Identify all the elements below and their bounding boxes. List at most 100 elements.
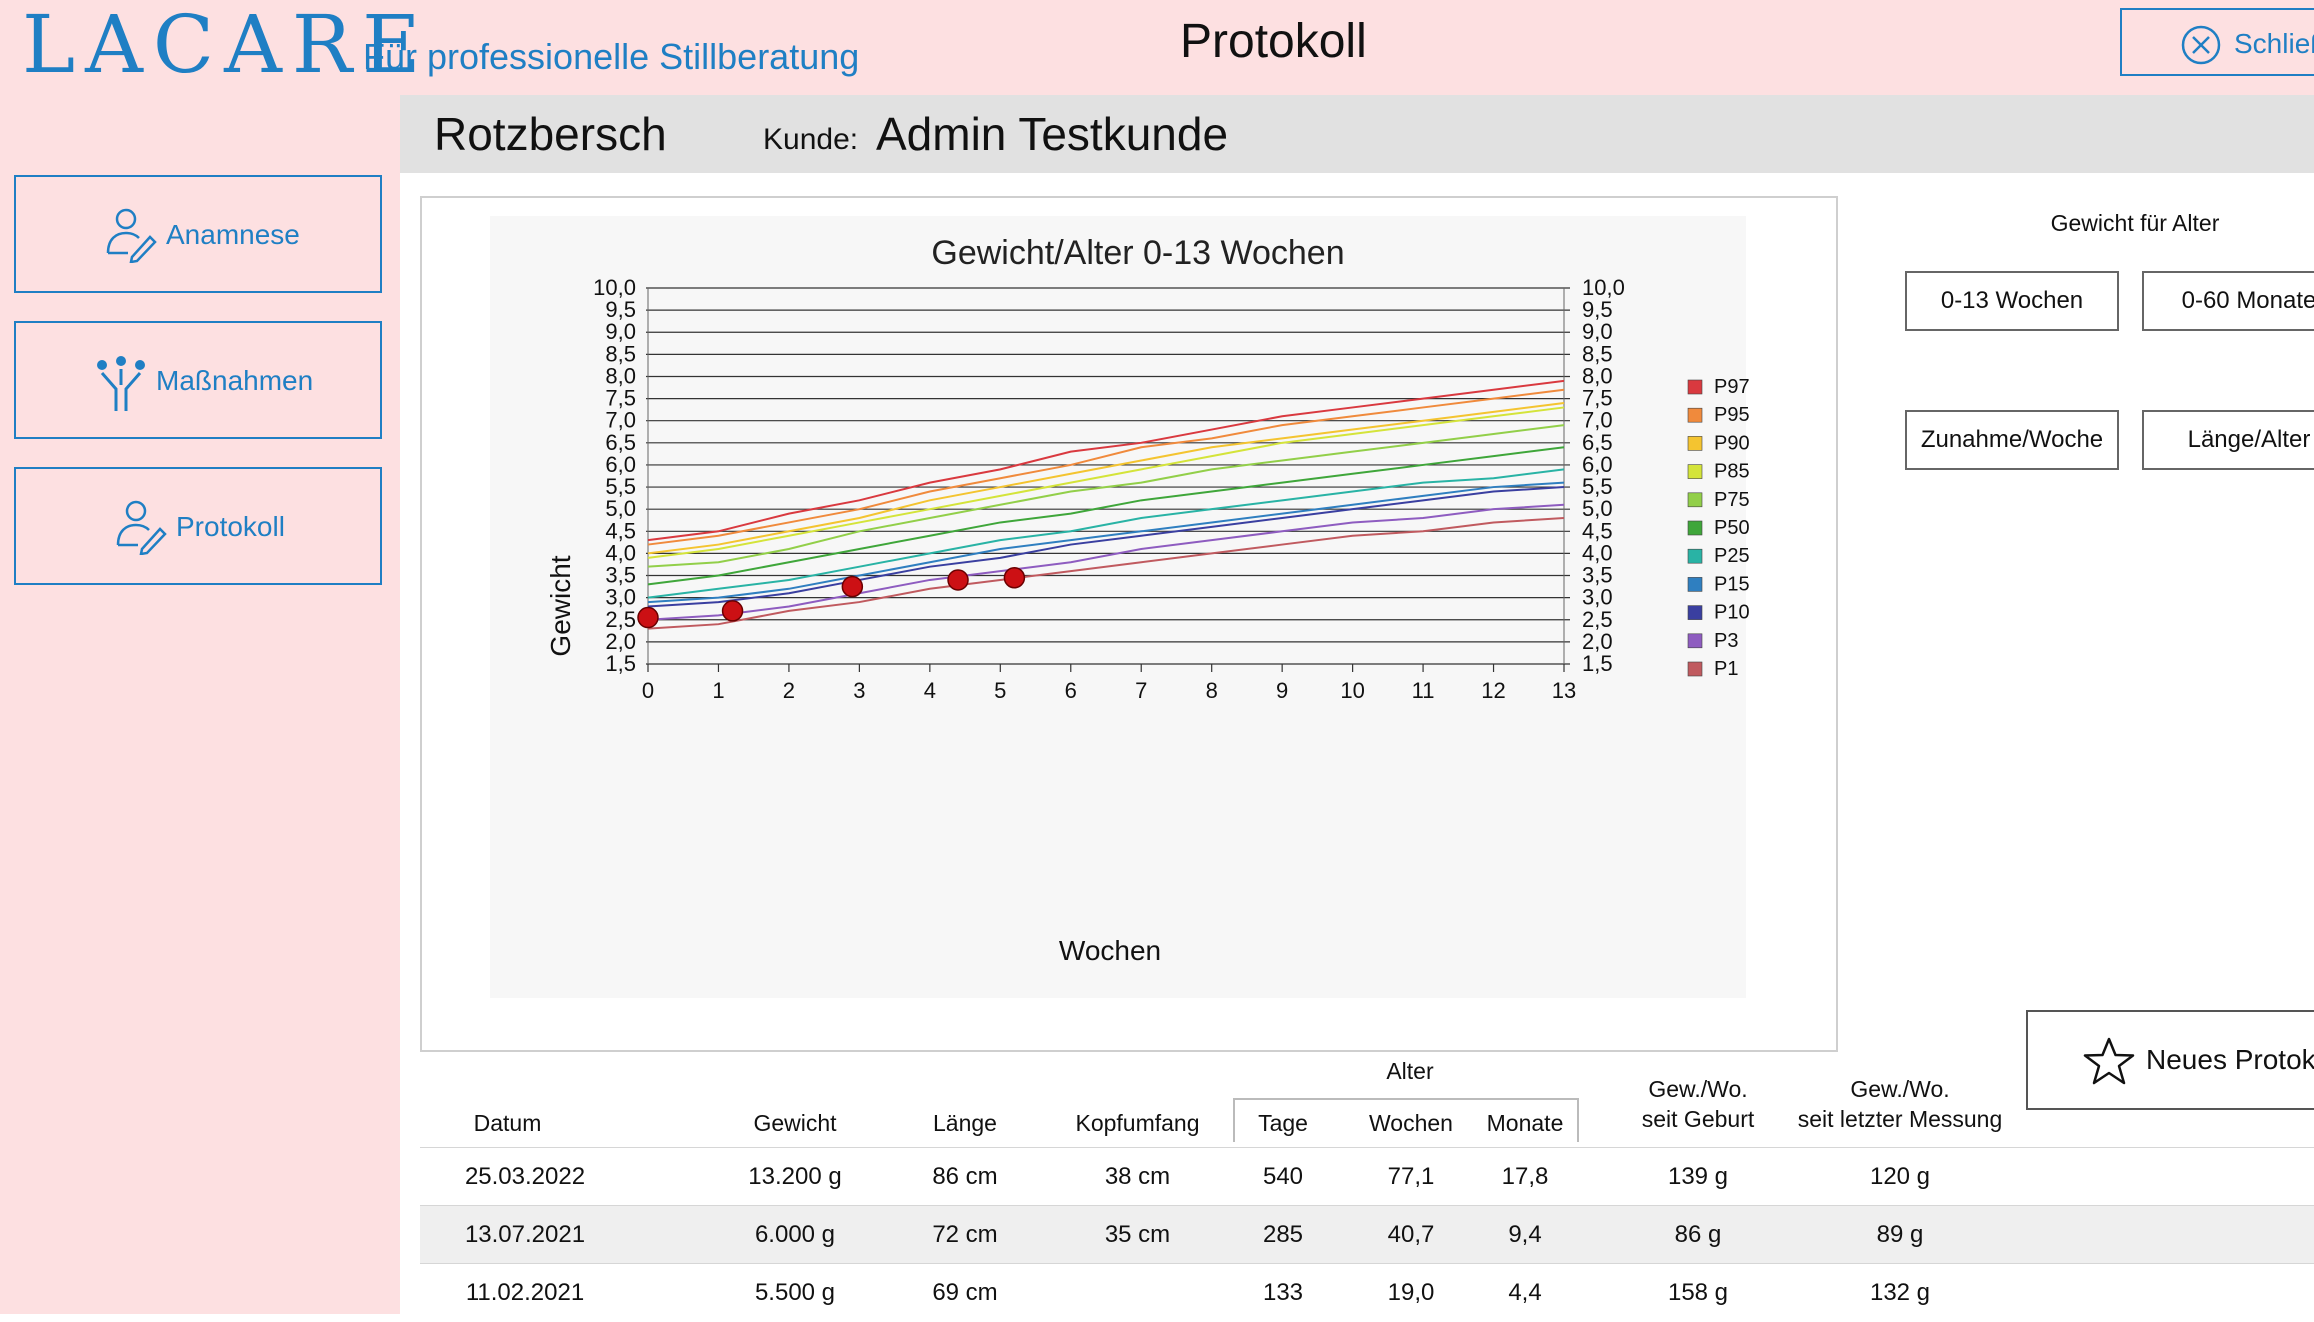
y-tick-label-right: 5,0 (1582, 496, 1613, 521)
y-tick-label-right: 2,5 (1582, 607, 1613, 632)
y-tick-label-right: 1,5 (1582, 651, 1613, 676)
sidebar-item-protokoll[interactable]: Protokoll (14, 467, 382, 585)
table-row[interactable]: 13.07.2021 6.000 g 72 cm 35 cm 285 40,7 … (420, 1205, 2314, 1264)
y-tick-label-right: 5,5 (1582, 474, 1613, 499)
y-tick-label-right: 2,0 (1582, 629, 1613, 654)
close-button-label: Schließen (2234, 28, 2314, 59)
col-datum: Datum (473, 1110, 542, 1136)
table-row[interactable]: 11.02.2021 5.500 g 69 cm 133 19,0 4,4 15… (420, 1263, 2314, 1322)
y-tick-label-right: 3,5 (1582, 563, 1613, 588)
y-tick-label: 10,0 (593, 275, 636, 300)
measurement-point[interactable] (947, 569, 969, 591)
x-tick-label: 10 (1340, 678, 1364, 703)
col-gew-geburt-2: seit Geburt (1641, 1106, 1755, 1132)
x-tick-label: 1 (712, 678, 724, 703)
measurement-point[interactable] (721, 600, 744, 622)
legend-label: P50 (1714, 517, 1750, 539)
legend-label: P97 (1714, 376, 1750, 398)
measurement-point[interactable] (1003, 566, 1026, 589)
legend-label: P90 (1714, 432, 1750, 454)
x-tick-label: 2 (783, 678, 795, 703)
legend-label: P3 (1714, 630, 1738, 652)
cell-seit-letzter: 89 g (1876, 1221, 1924, 1248)
y-tick-label: 2,5 (605, 607, 636, 632)
length-for-age-button[interactable]: Länge/Alter (2142, 410, 2314, 470)
col-gew-letzte-1: Gew./Wo. (1850, 1076, 1950, 1102)
age-group-header: Alter (1386, 1058, 1434, 1084)
range-0-13-weeks-button[interactable]: 0-13 Wochen (1905, 271, 2119, 331)
col-wochen: Wochen (1369, 1110, 1453, 1136)
cell-wochen: 77,1 (1387, 1163, 1435, 1190)
legend-label: P15 (1714, 573, 1750, 595)
growth-chart: Gewicht/Alter 0-13 Wochen Gewicht Wochen… (490, 216, 1750, 998)
sidebar: Anamnese Maßnahmen Protokoll (0, 95, 400, 1314)
legend-swatch (1687, 633, 1703, 649)
close-button[interactable]: Schließen (2120, 8, 2314, 76)
legend-label: P95 (1714, 404, 1750, 426)
y-tick-label: 5,0 (605, 496, 636, 521)
cell-seit-geburt: 86 g (1674, 1221, 1722, 1248)
legend-label: P10 (1714, 602, 1750, 624)
legend-swatch (1687, 661, 1703, 677)
col-kopfumfang: Kopfumfang (1075, 1110, 1200, 1136)
y-tick-label: 5,5 (605, 474, 636, 499)
y-tick-label-right: 6,5 (1582, 430, 1613, 455)
col-gew-geburt-1: Gew./Wo. (1648, 1076, 1748, 1102)
chart-frame: Gewicht/Alter 0-13 Wochen Gewicht Wochen… (420, 196, 1838, 1052)
cell-seit-letzter: 120 g (1869, 1163, 1931, 1190)
chart-ylabel: Gewicht (545, 555, 576, 656)
y-tick-label: 3,5 (605, 563, 636, 588)
series-line-p15 (647, 481, 1565, 604)
series-line-p1 (647, 517, 1565, 630)
legend-swatch (1687, 492, 1703, 508)
weight-for-age-title: Gewicht für Alter (2050, 210, 2220, 236)
star-icon (2083, 1037, 2135, 1085)
x-tick-label: 4 (924, 678, 936, 703)
cell-datum: 25.03.2022 (464, 1163, 586, 1190)
series-line-p90 (647, 402, 1565, 555)
legend-label: P25 (1714, 545, 1750, 567)
people-group-icon (97, 356, 145, 411)
series-line-p97 (647, 379, 1565, 542)
x-tick-label: 3 (853, 678, 865, 703)
cell-datum: 11.02.2021 (465, 1279, 585, 1306)
cell-gewicht: 13.200 g (748, 1163, 842, 1190)
legend-label: P1 (1714, 658, 1738, 680)
x-tick-label: 0 (642, 678, 654, 703)
measurement-point[interactable] (637, 606, 659, 629)
x-tick-label: 7 (1135, 678, 1147, 703)
x-tick-label: 12 (1481, 678, 1505, 703)
series-line-p25 (647, 468, 1565, 599)
gain-per-week-button[interactable]: Zunahme/Woche (1905, 410, 2119, 470)
sidebar-item-label: Protokoll (176, 511, 285, 542)
y-tick-label-right: 4,0 (1582, 540, 1613, 565)
y-tick-label-right: 10,0 (1582, 275, 1625, 300)
measurement-point[interactable] (841, 575, 864, 598)
sidebar-item-massnahmen[interactable]: Maßnahmen (14, 321, 382, 439)
cell-wochen: 40,7 (1387, 1221, 1435, 1248)
new-protocol-button[interactable]: Neues Protokoll (2026, 1010, 2314, 1110)
x-tick-label: 11 (1412, 678, 1435, 703)
cell-monate: 4,4 (1508, 1279, 1542, 1306)
cell-seit-geburt: 158 g (1667, 1279, 1729, 1306)
sidebar-item-anamnese[interactable]: Anamnese (14, 175, 382, 293)
y-tick-label: 4,5 (605, 518, 636, 543)
cell-seit-geburt: 139 g (1667, 1163, 1729, 1190)
cell-wochen: 19,0 (1387, 1279, 1435, 1306)
y-tick-label: 8,5 (605, 341, 636, 366)
series-line-p95 (647, 388, 1565, 546)
series-line-p3 (647, 503, 1565, 621)
cell-monate: 17,8 (1501, 1163, 1549, 1190)
y-tick-label: 9,5 (605, 297, 636, 322)
y-tick-label-right: 3,0 (1582, 585, 1613, 610)
y-tick-label: 6,5 (605, 430, 636, 455)
chart-title: Gewicht/Alter 0-13 Wochen (931, 234, 1344, 272)
range-0-60-months-button[interactable]: 0-60 Monate (2142, 271, 2314, 331)
cell-laenge: 72 cm (932, 1221, 998, 1248)
legend-swatch (1687, 577, 1703, 592)
y-tick-label: 1,5 (605, 651, 636, 676)
patient-header: Rotzbersch Kunde: Admin Testkunde (400, 95, 2314, 173)
table-row[interactable]: 25.03.2022 13.200 g 86 cm 38 cm 540 77,1… (420, 1147, 2314, 1206)
age-group-bracket (1233, 1098, 1579, 1142)
legend-swatch (1687, 548, 1703, 564)
